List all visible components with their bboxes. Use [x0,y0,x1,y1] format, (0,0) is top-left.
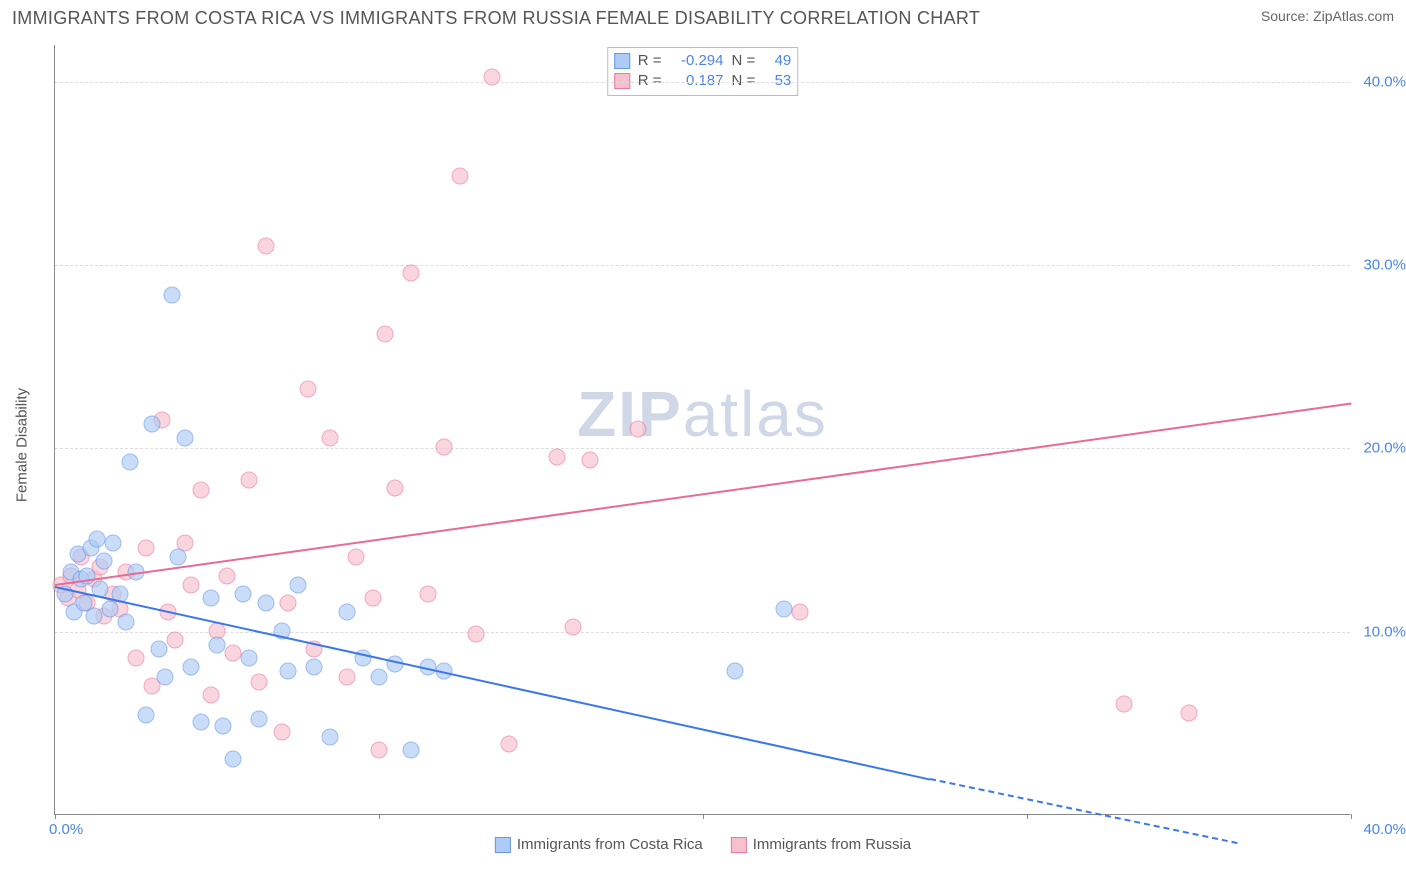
data-point-russia [348,549,365,566]
data-point-russia [377,325,394,342]
chart-container: Female Disability ZIPatlas R = -0.294 N … [8,35,1398,855]
data-point-costa-rica [776,600,793,617]
data-point-russia [371,741,388,758]
data-point-costa-rica [209,637,226,654]
x-tick [703,814,704,819]
watermark: ZIPatlas [577,377,828,451]
data-point-russia [241,472,258,489]
data-point-costa-rica [105,534,122,551]
data-point-russia [299,380,316,397]
x-origin-label: 0.0% [49,821,83,838]
data-point-russia [630,421,647,438]
data-point-russia [192,481,209,498]
data-point-russia [435,439,452,456]
x-tick [55,814,56,819]
data-point-costa-rica [306,659,323,676]
grid-line [55,448,1350,449]
data-point-costa-rica [290,576,307,593]
data-point-russia [273,723,290,740]
data-point-russia [322,430,339,447]
data-point-costa-rica [95,553,112,570]
y-tick-label: 30.0% [1354,257,1406,274]
data-point-russia [251,674,268,691]
data-point-costa-rica [322,729,339,746]
data-point-russia [137,540,154,557]
data-point-russia [565,619,582,636]
trend-line-russia [55,403,1351,586]
chart-title: IMMIGRANTS FROM COSTA RICA VS IMMIGRANTS… [12,8,980,29]
data-point-costa-rica [85,608,102,625]
data-point-costa-rica [371,668,388,685]
legend-item-russia: Immigrants from Russia [731,836,911,853]
x-tick [379,814,380,819]
data-point-costa-rica [251,710,268,727]
data-point-russia [166,631,183,648]
data-point-russia [484,69,501,86]
y-tick-label: 10.0% [1354,623,1406,640]
correlation-legend: R = -0.294 N = 49 R = 0.187 N = 53 [607,47,799,96]
source-attribution: Source: ZipAtlas.com [1261,8,1394,24]
data-point-russia [338,668,355,685]
grid-line [55,265,1350,266]
data-point-costa-rica [241,650,258,667]
data-point-costa-rica [192,714,209,731]
data-point-russia [364,589,381,606]
data-point-russia [387,479,404,496]
data-point-costa-rica [118,613,135,630]
data-point-russia [128,650,145,667]
data-point-russia [280,595,297,612]
data-point-russia [1116,696,1133,713]
data-point-russia [500,736,517,753]
data-point-costa-rica [234,586,251,603]
data-point-russia [549,448,566,465]
data-point-costa-rica [403,741,420,758]
swatch-costa-rica [495,837,511,853]
plot-area: ZIPatlas R = -0.294 N = 49 R = 0.187 N =… [54,45,1350,815]
data-point-costa-rica [102,600,119,617]
data-point-russia [202,686,219,703]
data-point-costa-rica [727,663,744,680]
data-point-russia [468,626,485,643]
data-point-russia [792,604,809,621]
data-point-russia [257,237,274,254]
swatch-russia [731,837,747,853]
data-point-costa-rica [202,589,219,606]
data-point-costa-rica [280,663,297,680]
data-point-russia [1181,705,1198,722]
data-point-costa-rica [150,641,167,658]
data-point-costa-rica [183,659,200,676]
data-point-costa-rica [225,751,242,768]
data-point-costa-rica [170,549,187,566]
legend-row-costa-rica: R = -0.294 N = 49 [614,51,792,71]
x-tick [1351,814,1352,819]
data-point-costa-rica [257,595,274,612]
data-point-costa-rica [121,454,138,471]
series-legend: Immigrants from Costa Rica Immigrants fr… [495,836,911,853]
y-axis-label: Female Disability [14,388,31,502]
swatch-costa-rica [614,53,630,69]
data-point-costa-rica [144,415,161,432]
y-tick-label: 40.0% [1354,73,1406,90]
data-point-russia [225,644,242,661]
data-point-costa-rica [338,604,355,621]
data-point-costa-rica [163,287,180,304]
data-point-russia [581,452,598,469]
x-max-label: 40.0% [1363,821,1406,838]
data-point-costa-rica [176,430,193,447]
trend-line-costa-rica-dash [930,778,1238,844]
data-point-costa-rica [137,707,154,724]
data-point-russia [403,265,420,282]
data-point-russia [183,576,200,593]
grid-line [55,82,1350,83]
data-point-russia [218,567,235,584]
data-point-russia [419,586,436,603]
grid-line [55,632,1350,633]
data-point-costa-rica [89,531,106,548]
legend-item-costa-rica: Immigrants from Costa Rica [495,836,703,853]
data-point-costa-rica [215,718,232,735]
data-point-russia [452,168,469,185]
x-tick [1027,814,1028,819]
y-tick-label: 20.0% [1354,440,1406,457]
data-point-costa-rica [157,668,174,685]
